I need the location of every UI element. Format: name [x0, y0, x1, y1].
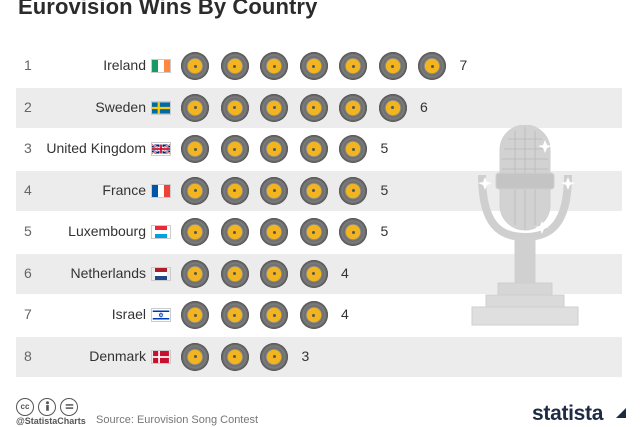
chart-title: Eurovision Wins By Country [18, 0, 318, 19]
category-label: Denmark [89, 347, 146, 364]
rank-label: 2 [24, 98, 32, 115]
record-disc-icon [181, 342, 209, 371]
category-label: Israel [111, 306, 146, 322]
microphone-trophy-icon [471, 125, 579, 326]
record-disc-icon [418, 52, 446, 80]
category-label: France [102, 181, 146, 198]
record-disc-icon [299, 301, 328, 329]
record-disc-icon [299, 218, 328, 246]
record-disc-icon [260, 52, 288, 80]
data-label: 5 [380, 140, 389, 156]
cc-icon: cc [16, 398, 34, 416]
record-disc-icon [339, 93, 367, 122]
rank-label: 3 [24, 140, 32, 156]
chart-row: 2 Sweden 6 [16, 87, 622, 128]
record-disc-icon [220, 301, 249, 329]
record-disc-icon [260, 218, 288, 246]
data-label: 3 [301, 347, 310, 364]
record-disc-icon [181, 52, 209, 80]
category-label: United Kingdom [46, 140, 146, 156]
by-icon [38, 398, 56, 416]
record-disc-icon [181, 301, 209, 329]
record-disc-icon [220, 135, 249, 163]
record-disc-icon [260, 93, 288, 122]
record-disc-icon [181, 259, 209, 288]
record-disc-icon [339, 52, 367, 80]
rank-label: 8 [24, 347, 32, 364]
record-disc-icon [181, 218, 209, 246]
netherlands-flag-icon [151, 266, 171, 281]
record-disc-icon [378, 52, 407, 80]
record-disc-icon [299, 135, 328, 163]
chart-row: 8 Denmark 3 [16, 336, 622, 377]
record-disc-icon [260, 301, 288, 329]
record-disc-icon [299, 176, 328, 205]
sweden-flag-icon [151, 100, 171, 115]
rank-label: 5 [24, 223, 32, 239]
category-label: Sweden [95, 98, 146, 115]
record-disc-icon [299, 93, 328, 122]
record-disc-icon [339, 135, 367, 163]
data-label: 6 [420, 98, 428, 115]
record-disc-icon [299, 52, 328, 80]
data-label: 7 [459, 57, 468, 73]
category-label: Ireland [103, 57, 146, 73]
record-disc-icon [220, 259, 249, 288]
chart-row: 1 Ireland 7 [16, 46, 622, 86]
data-label: 4 [341, 264, 349, 281]
statista-logo: statista [532, 402, 604, 425]
category-label: Netherlands [70, 264, 147, 281]
record-disc-icon [220, 342, 249, 371]
record-disc-icon [260, 342, 288, 371]
chart-row: 5 Luxembourg 5 [16, 212, 622, 252]
record-disc-icon [260, 259, 288, 288]
record-disc-icon [220, 176, 249, 205]
luxembourg-flag-icon [151, 225, 171, 239]
uk-flag-icon [151, 142, 171, 156]
record-disc-icon [220, 93, 249, 122]
record-disc-icon [299, 259, 328, 288]
record-disc-icon [260, 176, 288, 205]
nd-icon [60, 398, 78, 416]
record-disc-icon [220, 218, 249, 246]
ireland-flag-icon [151, 59, 171, 73]
record-disc-icon [339, 176, 367, 205]
category-label: Luxembourg [68, 223, 146, 239]
denmark-flag-icon [151, 349, 171, 364]
rank-label: 4 [24, 181, 32, 198]
data-label: 4 [341, 306, 349, 322]
record-disc-icon [260, 135, 288, 163]
record-disc-icon [378, 93, 407, 122]
statista-logo-mark [616, 408, 626, 418]
record-disc-icon [181, 135, 209, 163]
chart-row: 7 Israel 4 [16, 295, 622, 335]
source-note: Source: Eurovision Song Contest [96, 414, 259, 426]
data-label: 5 [380, 223, 389, 239]
rank-label: 1 [24, 57, 32, 73]
record-disc-icon [181, 93, 209, 122]
record-disc-icon [181, 176, 209, 205]
data-label: 5 [380, 181, 389, 198]
israel-flag-icon [151, 308, 171, 322]
record-disc-icon [339, 218, 367, 246]
record-disc-icon [220, 52, 249, 80]
rank-label: 6 [24, 264, 32, 281]
statista-handle: @StatistaCharts [16, 416, 86, 426]
france-flag-icon [151, 183, 171, 198]
rank-label: 7 [24, 306, 32, 322]
chart-row: 3 United Kingdom 5 [16, 129, 622, 169]
